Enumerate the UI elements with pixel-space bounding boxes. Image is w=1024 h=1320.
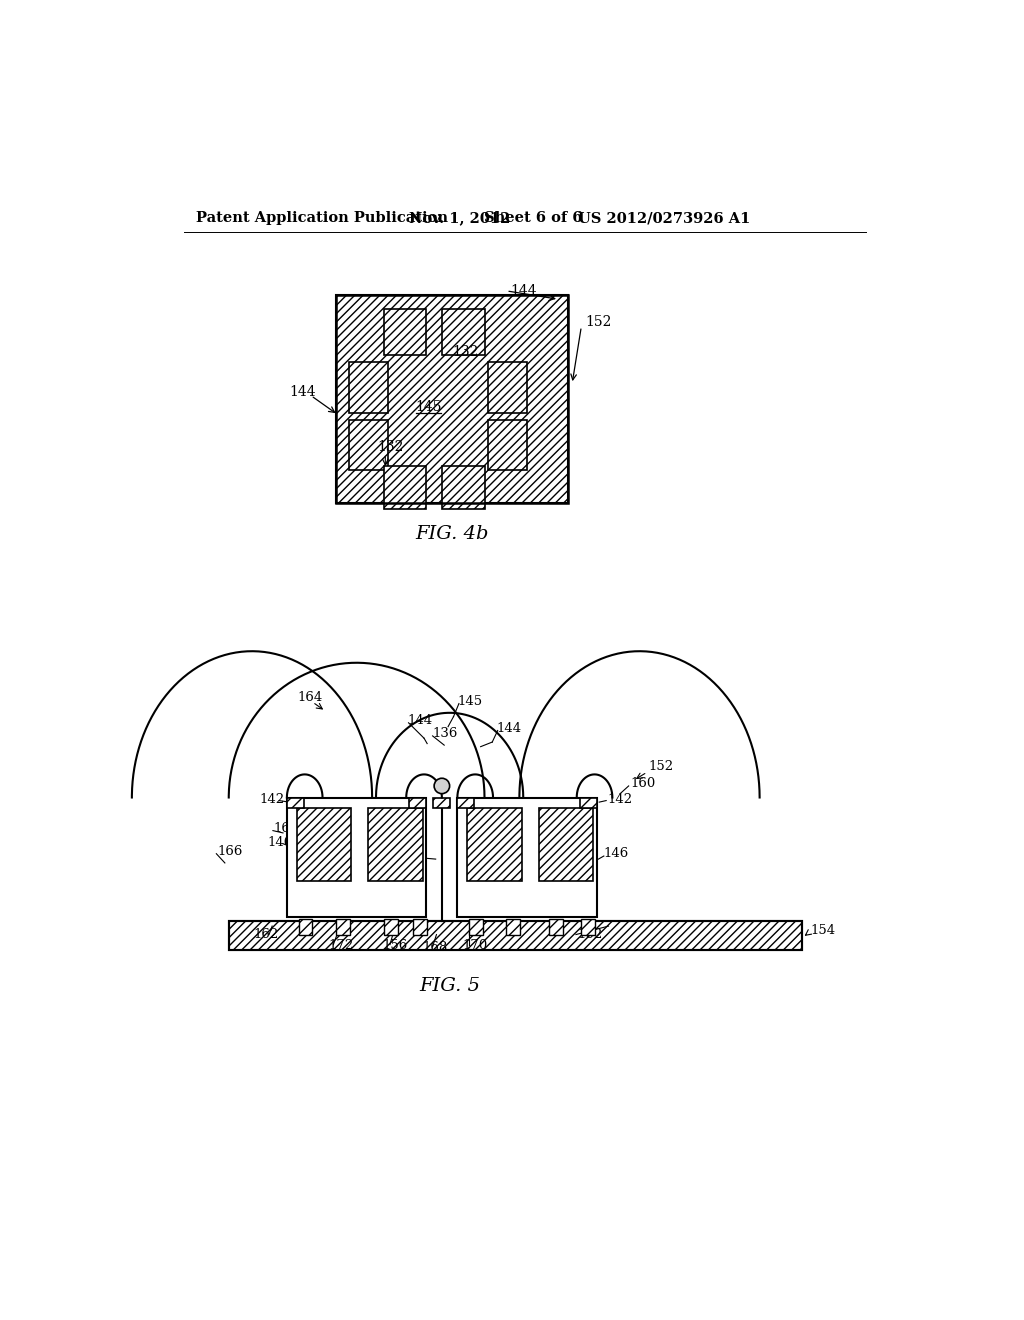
Text: 166: 166 — [217, 845, 243, 858]
Bar — [458, 797, 474, 808]
Text: 146: 146 — [604, 847, 629, 861]
Bar — [384, 309, 426, 355]
Text: 142: 142 — [607, 792, 632, 805]
Text: Nov. 1, 2012: Nov. 1, 2012 — [409, 211, 510, 226]
Text: 132: 132 — [452, 346, 478, 359]
Text: 132: 132 — [378, 440, 403, 454]
Text: 142: 142 — [260, 792, 285, 805]
Bar — [349, 420, 388, 470]
Bar — [228, 921, 802, 950]
Bar — [384, 466, 426, 508]
Text: 154: 154 — [810, 924, 836, 937]
Text: 124: 124 — [478, 849, 503, 862]
Bar — [349, 363, 388, 412]
Bar — [469, 919, 483, 935]
Text: 162: 162 — [254, 928, 279, 941]
Text: FIG. 4b: FIG. 4b — [415, 525, 488, 543]
Text: FIG. 5: FIG. 5 — [419, 977, 480, 995]
Text: 145: 145 — [416, 400, 442, 414]
Text: 152: 152 — [586, 315, 611, 330]
Bar — [410, 797, 426, 808]
Bar — [287, 797, 304, 808]
Text: 144: 144 — [510, 284, 537, 298]
Text: Sheet 6 of 6: Sheet 6 of 6 — [484, 211, 583, 226]
Circle shape — [434, 779, 450, 793]
Bar — [299, 919, 312, 935]
Text: 162: 162 — [578, 928, 603, 941]
Text: 136: 136 — [432, 727, 458, 741]
Text: 156: 156 — [382, 939, 408, 952]
Bar — [488, 363, 527, 412]
Text: 152: 152 — [649, 760, 674, 774]
Bar — [539, 808, 593, 880]
Text: 160: 160 — [273, 822, 299, 834]
Bar — [488, 420, 527, 470]
Bar — [297, 808, 351, 880]
Bar — [442, 466, 484, 508]
Bar — [336, 296, 568, 503]
Text: 168: 168 — [423, 941, 447, 954]
Bar — [467, 808, 521, 880]
Bar — [336, 296, 568, 503]
Bar — [433, 797, 451, 808]
Text: 132: 132 — [494, 841, 519, 854]
Text: 172: 172 — [328, 939, 353, 952]
Bar — [582, 919, 595, 935]
Bar — [549, 919, 563, 935]
Text: 146: 146 — [267, 836, 293, 849]
Bar — [506, 919, 520, 935]
Text: 146: 146 — [400, 847, 426, 861]
Text: 164: 164 — [297, 690, 323, 704]
Text: US 2012/0273926 A1: US 2012/0273926 A1 — [578, 211, 750, 226]
Bar — [384, 919, 397, 935]
Bar — [458, 797, 597, 917]
Bar — [287, 797, 426, 917]
Bar — [336, 919, 349, 935]
Text: Patent Application Publication: Patent Application Publication — [197, 211, 449, 226]
Bar — [442, 309, 484, 355]
Bar — [580, 797, 597, 808]
Bar — [369, 808, 423, 880]
Text: 160: 160 — [630, 777, 655, 791]
Text: 130: 130 — [334, 809, 359, 822]
Bar — [414, 919, 427, 935]
Text: 144: 144 — [496, 722, 521, 735]
Text: 144: 144 — [407, 714, 432, 727]
Text: 144: 144 — [289, 384, 315, 399]
Text: 170: 170 — [463, 939, 488, 952]
Text: 145: 145 — [458, 694, 482, 708]
Text: 132: 132 — [330, 841, 354, 854]
Bar — [228, 921, 802, 950]
